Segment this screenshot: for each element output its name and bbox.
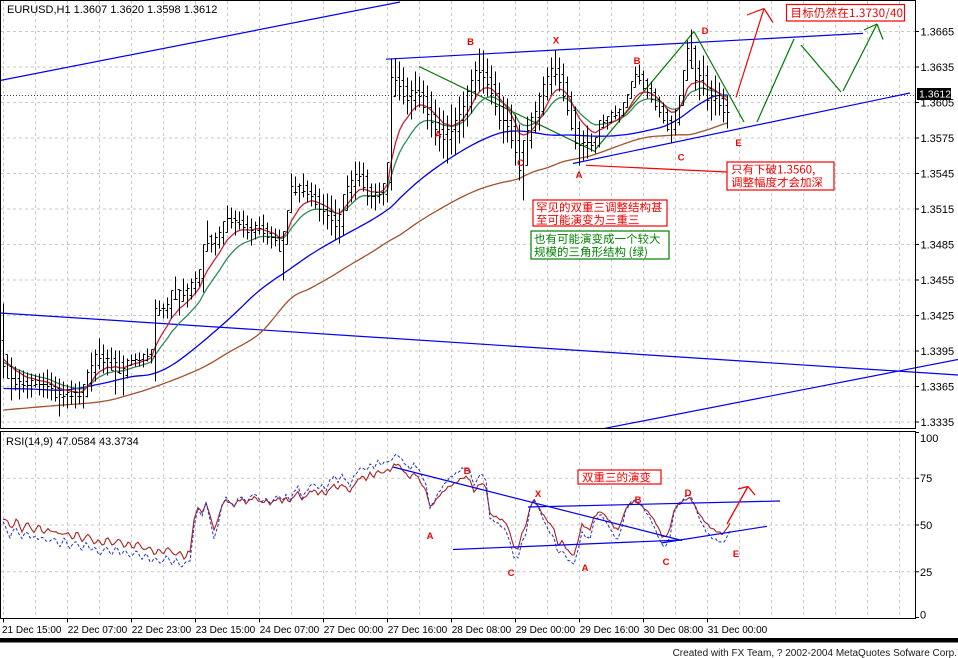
svg-text:B: B — [634, 56, 641, 67]
svg-text:X: X — [535, 489, 542, 500]
svg-text:28 Dec 08:00: 28 Dec 08:00 — [452, 625, 512, 636]
svg-text:A: A — [576, 170, 583, 181]
svg-text:1.3395: 1.3395 — [921, 346, 955, 358]
svg-text:1.3455: 1.3455 — [921, 275, 955, 287]
svg-text:1.3335: 1.3335 — [921, 417, 955, 429]
svg-text:22 Dec 23:00: 22 Dec 23:00 — [132, 625, 192, 636]
svg-text:1.3635: 1.3635 — [921, 62, 955, 74]
svg-text:D: D — [702, 26, 709, 37]
svg-text:29 Dec 16:00: 29 Dec 16:00 — [580, 625, 640, 636]
svg-text:27 Dec 00:00: 27 Dec 00:00 — [324, 625, 384, 636]
svg-text:C: C — [678, 153, 685, 164]
svg-text:1.3425: 1.3425 — [921, 311, 955, 323]
svg-text:A: A — [435, 130, 442, 141]
svg-text:22 Dec 07:00: 22 Dec 07:00 — [68, 625, 128, 636]
svg-text:1.3365: 1.3365 — [921, 382, 955, 394]
svg-text:50: 50 — [920, 520, 932, 532]
svg-text:EURUSD,H1 1.3607 1.3620 1.359: EURUSD,H1 1.3607 1.3620 1.3598 1.3612 — [7, 4, 217, 16]
svg-text:C: C — [663, 557, 670, 568]
svg-text:1.3515: 1.3515 — [921, 204, 955, 216]
svg-text:25: 25 — [920, 567, 932, 579]
svg-text:B: B — [635, 495, 642, 506]
svg-text:1.3575: 1.3575 — [921, 133, 955, 145]
svg-text:1.3605: 1.3605 — [921, 98, 955, 110]
svg-text:B: B — [467, 37, 474, 48]
svg-text:1.3665: 1.3665 — [921, 27, 955, 39]
svg-text:27 Dec 16:00: 27 Dec 16:00 — [388, 625, 448, 636]
svg-text:1.3612: 1.3612 — [919, 89, 951, 101]
svg-text:Created with FX Team, ? 2002-2: Created with FX Team, ? 2002-2004 MetaQu… — [673, 648, 957, 658]
svg-text:D: D — [685, 488, 692, 499]
svg-text:75: 75 — [920, 473, 932, 485]
svg-text:21 Dec 15:00: 21 Dec 15:00 — [2, 625, 62, 636]
svg-text:31 Dec 00:00: 31 Dec 00:00 — [708, 625, 768, 636]
svg-text:29 Dec 00:00: 29 Dec 00:00 — [516, 625, 576, 636]
svg-text:E: E — [735, 138, 741, 149]
svg-text:E: E — [733, 549, 739, 560]
svg-text:B: B — [464, 466, 471, 477]
svg-text:30 Dec 08:00: 30 Dec 08:00 — [644, 625, 704, 636]
svg-text:100: 100 — [920, 433, 938, 445]
svg-text:1.3485: 1.3485 — [921, 240, 955, 252]
svg-text:0: 0 — [920, 610, 926, 622]
svg-text:C: C — [517, 158, 524, 169]
svg-text:1.3545: 1.3545 — [921, 169, 955, 181]
svg-text:X: X — [553, 36, 560, 47]
svg-text:A: A — [582, 563, 589, 574]
svg-text:24 Dec 07:00: 24 Dec 07:00 — [260, 625, 320, 636]
svg-text:A: A — [427, 531, 434, 542]
svg-text:C: C — [508, 568, 515, 579]
svg-text:23 Dec 15:00: 23 Dec 15:00 — [196, 625, 256, 636]
svg-text:RSI(14,9) 47.0584 43.3734: RSI(14,9) 47.0584 43.3734 — [6, 436, 139, 448]
